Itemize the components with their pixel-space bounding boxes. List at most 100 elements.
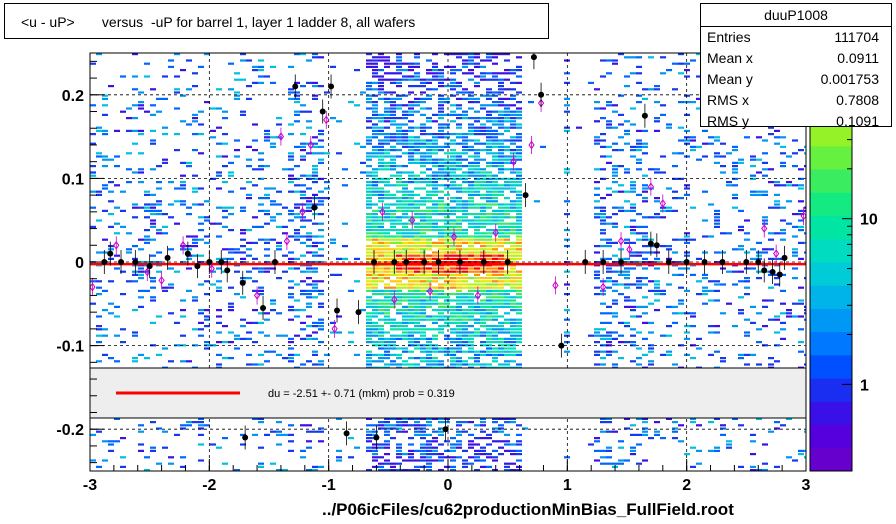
- heatmap-cell: [426, 465, 432, 468]
- heatmap-cell: [600, 302, 606, 305]
- heatmap-cell: [612, 181, 618, 184]
- heatmap-cell: [606, 187, 612, 190]
- heatmap-cell: [660, 104, 666, 107]
- heatmap-cell: [216, 142, 222, 145]
- heatmap-cell: [474, 273, 480, 276]
- heatmap-cell: [372, 203, 378, 206]
- heatmap-cell: [474, 133, 480, 136]
- heatmap-cell: [366, 88, 372, 91]
- heatmap-cell: [444, 417, 450, 420]
- heatmap-cell: [714, 283, 720, 286]
- heatmap-cell: [504, 248, 510, 251]
- heatmap-cell: [396, 267, 402, 270]
- heatmap-cell: [474, 232, 480, 235]
- heatmap-cell: [792, 139, 798, 142]
- heatmap-cell: [426, 149, 432, 152]
- heatmap-cell: [312, 56, 318, 59]
- heatmap-cell: [420, 139, 426, 142]
- heatmap-cell: [336, 152, 342, 155]
- heatmap-cell: [102, 251, 108, 254]
- heatmap-cell: [480, 254, 486, 257]
- heatmap-cell: [504, 139, 510, 142]
- heatmap-cell: [510, 216, 516, 219]
- heatmap-cell: [642, 277, 648, 280]
- heatmap-cell: [732, 193, 738, 196]
- heatmap-cell: [228, 88, 234, 91]
- heatmap-cell: [96, 341, 102, 344]
- heatmap-cell: [420, 465, 426, 468]
- heatmap-cell: [600, 219, 606, 222]
- heatmap-cell: [222, 209, 228, 212]
- heatmap-cell: [420, 446, 426, 449]
- heatmap-cell: [372, 69, 378, 72]
- heatmap-cell: [492, 296, 498, 299]
- heatmap-cell: [384, 286, 390, 289]
- heatmap-cell: [654, 280, 660, 283]
- heatmap-cell: [600, 312, 606, 315]
- heatmap-cell: [300, 85, 306, 88]
- heatmap-cell: [396, 56, 402, 59]
- heatmap-cell: [108, 357, 114, 360]
- heatmap-cell: [114, 184, 120, 187]
- heatmap-cell: [150, 219, 156, 222]
- heatmap-cell: [594, 286, 600, 289]
- heatmap-cell: [372, 280, 378, 283]
- heatmap-cell: [414, 254, 420, 257]
- heatmap-cell: [624, 200, 630, 203]
- heatmap-cell: [186, 257, 192, 260]
- heatmap-cell: [228, 206, 234, 209]
- heatmap-cell: [426, 315, 432, 318]
- heatmap-cell: [216, 341, 222, 344]
- open-marker: [600, 282, 607, 292]
- heatmap-cell: [138, 449, 144, 452]
- heatmap-cell: [276, 334, 282, 337]
- heatmap-cell: [312, 289, 318, 292]
- heatmap-cell: [270, 187, 276, 190]
- heatmap-cell: [642, 145, 648, 148]
- open-marker: [158, 276, 165, 285]
- heatmap-cell: [780, 229, 786, 232]
- heatmap-cell: [420, 232, 426, 235]
- heatmap-cell: [96, 430, 102, 433]
- heatmap-cell: [474, 219, 480, 222]
- heatmap-cell: [390, 123, 396, 126]
- heatmap-cell: [474, 53, 480, 56]
- heatmap-cell: [474, 437, 480, 440]
- heatmap-cell: [804, 209, 806, 212]
- heatmap-cell: [606, 280, 612, 283]
- heatmap-cell: [294, 165, 300, 168]
- heatmap-cell: [390, 113, 396, 116]
- heatmap-cell: [714, 417, 720, 420]
- heatmap-cell: [444, 85, 450, 88]
- heatmap-cell: [366, 440, 372, 443]
- heatmap-cell: [390, 165, 396, 168]
- heatmap-cell: [438, 296, 444, 299]
- heatmap-cell: [402, 421, 408, 424]
- heatmap-cell: [420, 331, 426, 334]
- heatmap-cell: [390, 469, 396, 471]
- heatmap-cell: [678, 302, 684, 305]
- heatmap-cell: [408, 251, 414, 254]
- heatmap-cell: [204, 101, 210, 104]
- heatmap-cell: [456, 446, 462, 449]
- heatmap-cell: [768, 257, 774, 260]
- heatmap-cell: [378, 309, 384, 312]
- heatmap-cell: [720, 171, 726, 174]
- heatmap-cell: [600, 177, 606, 180]
- heatmap-cell: [504, 145, 510, 148]
- heatmap-cell: [678, 62, 684, 65]
- heatmap-cell: [450, 232, 456, 235]
- heatmap-cell: [90, 206, 96, 209]
- heatmap-cell: [426, 277, 432, 280]
- heatmap-cell: [414, 433, 420, 436]
- heatmap-cell: [426, 219, 432, 222]
- heatmap-cell: [774, 142, 780, 145]
- heatmap-cell: [492, 325, 498, 328]
- heatmap-cell: [486, 257, 492, 260]
- heatmap-cell: [108, 181, 114, 184]
- heatmap-cell: [462, 299, 468, 302]
- heatmap-cell: [492, 238, 498, 241]
- heatmap-cell: [252, 168, 258, 171]
- heatmap-cell: [354, 142, 360, 145]
- heatmap-cell: [702, 219, 708, 222]
